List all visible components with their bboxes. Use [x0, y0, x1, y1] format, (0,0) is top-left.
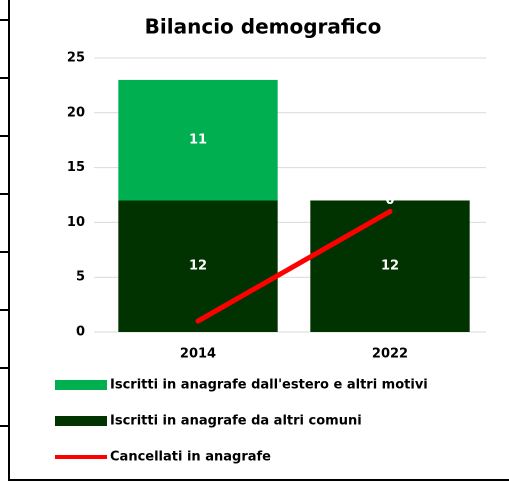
y-tick-label: 10: [67, 215, 85, 230]
line-series: [195, 208, 393, 324]
bar: [118, 79, 278, 201]
bar: [310, 200, 470, 332]
legend-label: Iscritti in anagrafe dall'estero e altri…: [110, 378, 428, 393]
data-label: 12: [189, 259, 207, 274]
legend-label: Iscritti in anagrafe da altri comuni: [110, 414, 362, 429]
data-label: 11: [189, 133, 207, 148]
legend-swatch: [55, 380, 107, 390]
y-tick-label: 25: [67, 51, 85, 66]
legend-swatch: [55, 416, 107, 426]
chart-title: Bilancio demografico: [145, 15, 382, 39]
y-tick-label: 15: [67, 160, 85, 175]
x-tick-label: 2014: [180, 347, 216, 362]
x-tick-label: 2022: [372, 347, 408, 362]
data-label: 12: [381, 259, 399, 274]
bar: [118, 200, 278, 332]
y-tick-label: 20: [67, 105, 85, 120]
border-ticks: [0, 19, 9, 427]
legend-label: Cancellati in anagrafe: [110, 450, 271, 465]
y-tick-label: 5: [76, 270, 85, 285]
data-label: 0: [385, 193, 394, 208]
y-tick-label: 0: [76, 325, 85, 340]
